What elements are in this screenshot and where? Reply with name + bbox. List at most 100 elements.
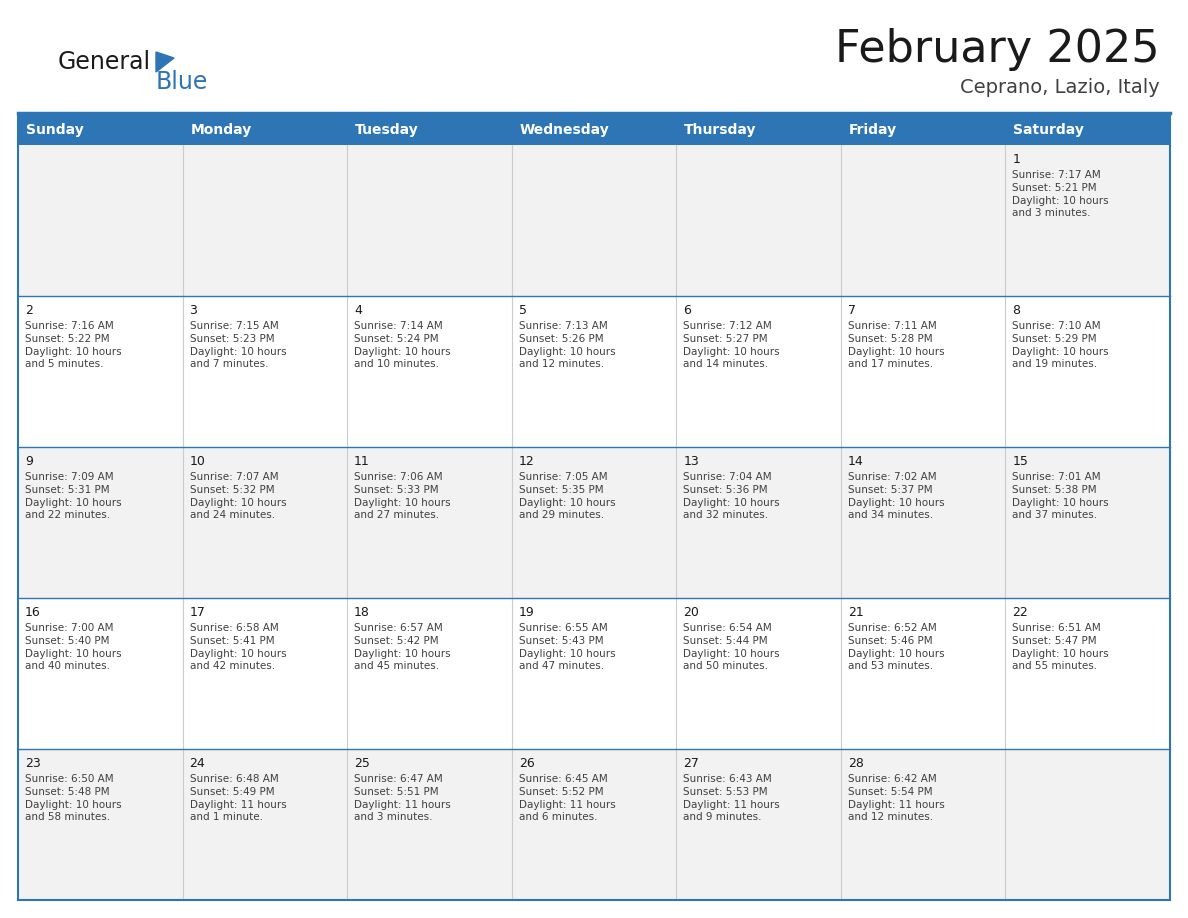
Text: Daylight: 10 hours
and 50 minutes.: Daylight: 10 hours and 50 minutes. <box>683 649 779 671</box>
Text: Sunset: 5:24 PM: Sunset: 5:24 PM <box>354 334 438 344</box>
Text: Sunrise: 7:10 AM: Sunrise: 7:10 AM <box>1012 321 1101 330</box>
Text: Sunrise: 6:52 AM: Sunrise: 6:52 AM <box>848 623 936 633</box>
Bar <box>676 598 841 749</box>
Text: Daylight: 10 hours
and 32 minutes.: Daylight: 10 hours and 32 minutes. <box>683 498 779 521</box>
Text: 7: 7 <box>848 304 855 317</box>
Bar <box>512 598 676 749</box>
Text: Daylight: 10 hours
and 19 minutes.: Daylight: 10 hours and 19 minutes. <box>1012 347 1110 369</box>
Text: Sunrise: 7:15 AM: Sunrise: 7:15 AM <box>190 321 278 330</box>
Text: Sunrise: 7:06 AM: Sunrise: 7:06 AM <box>354 472 443 482</box>
Bar <box>841 145 1005 296</box>
Bar <box>18 749 183 900</box>
Text: Sunrise: 7:04 AM: Sunrise: 7:04 AM <box>683 472 772 482</box>
Text: Sunset: 5:44 PM: Sunset: 5:44 PM <box>683 636 767 646</box>
Text: Sunrise: 6:51 AM: Sunrise: 6:51 AM <box>1012 623 1101 633</box>
Text: Sunrise: 6:48 AM: Sunrise: 6:48 AM <box>190 774 278 784</box>
Bar <box>18 598 183 749</box>
Text: Daylight: 10 hours
and 5 minutes.: Daylight: 10 hours and 5 minutes. <box>25 347 121 369</box>
Bar <box>347 145 512 296</box>
Text: Sunset: 5:32 PM: Sunset: 5:32 PM <box>190 485 274 495</box>
Text: Daylight: 10 hours
and 22 minutes.: Daylight: 10 hours and 22 minutes. <box>25 498 121 521</box>
Text: Sunrise: 6:57 AM: Sunrise: 6:57 AM <box>354 623 443 633</box>
Text: Sunset: 5:46 PM: Sunset: 5:46 PM <box>848 636 933 646</box>
Text: Monday: Monday <box>190 123 252 137</box>
Text: 24: 24 <box>190 757 206 770</box>
Text: Sunset: 5:29 PM: Sunset: 5:29 PM <box>1012 334 1097 344</box>
Bar <box>347 447 512 598</box>
Text: Sunset: 5:43 PM: Sunset: 5:43 PM <box>519 636 604 646</box>
Text: Tuesday: Tuesday <box>355 123 419 137</box>
Text: 18: 18 <box>354 606 369 619</box>
Text: Daylight: 10 hours
and 3 minutes.: Daylight: 10 hours and 3 minutes. <box>1012 196 1110 218</box>
Text: Sunrise: 6:43 AM: Sunrise: 6:43 AM <box>683 774 772 784</box>
Text: Daylight: 11 hours
and 3 minutes.: Daylight: 11 hours and 3 minutes. <box>354 800 451 823</box>
Text: Sunrise: 7:14 AM: Sunrise: 7:14 AM <box>354 321 443 330</box>
Text: 21: 21 <box>848 606 864 619</box>
Text: 22: 22 <box>1012 606 1028 619</box>
Text: Daylight: 10 hours
and 42 minutes.: Daylight: 10 hours and 42 minutes. <box>190 649 286 671</box>
Text: Sunset: 5:49 PM: Sunset: 5:49 PM <box>190 787 274 797</box>
Text: Daylight: 10 hours
and 12 minutes.: Daylight: 10 hours and 12 minutes. <box>519 347 615 369</box>
Text: Daylight: 10 hours
and 14 minutes.: Daylight: 10 hours and 14 minutes. <box>683 347 779 369</box>
Bar <box>183 749 347 900</box>
Text: 10: 10 <box>190 455 206 468</box>
Text: Sunset: 5:37 PM: Sunset: 5:37 PM <box>848 485 933 495</box>
Text: Sunrise: 7:12 AM: Sunrise: 7:12 AM <box>683 321 772 330</box>
Text: Sunrise: 6:55 AM: Sunrise: 6:55 AM <box>519 623 607 633</box>
Text: Daylight: 10 hours
and 58 minutes.: Daylight: 10 hours and 58 minutes. <box>25 800 121 823</box>
Text: Sunrise: 6:45 AM: Sunrise: 6:45 AM <box>519 774 607 784</box>
Bar <box>18 447 183 598</box>
Text: Sunset: 5:33 PM: Sunset: 5:33 PM <box>354 485 438 495</box>
Text: 6: 6 <box>683 304 691 317</box>
Text: Sunset: 5:41 PM: Sunset: 5:41 PM <box>190 636 274 646</box>
Text: Daylight: 10 hours
and 27 minutes.: Daylight: 10 hours and 27 minutes. <box>354 498 450 521</box>
Text: 3: 3 <box>190 304 197 317</box>
Bar <box>18 115 183 145</box>
Bar <box>183 115 347 145</box>
Bar <box>676 447 841 598</box>
Text: Daylight: 10 hours
and 55 minutes.: Daylight: 10 hours and 55 minutes. <box>1012 649 1110 671</box>
Bar <box>512 145 676 296</box>
Text: Sunrise: 7:01 AM: Sunrise: 7:01 AM <box>1012 472 1101 482</box>
Text: 26: 26 <box>519 757 535 770</box>
Text: 17: 17 <box>190 606 206 619</box>
Bar <box>183 598 347 749</box>
Bar <box>1005 115 1170 145</box>
Text: Sunset: 5:51 PM: Sunset: 5:51 PM <box>354 787 438 797</box>
Text: 11: 11 <box>354 455 369 468</box>
Text: Daylight: 10 hours
and 24 minutes.: Daylight: 10 hours and 24 minutes. <box>190 498 286 521</box>
Text: Sunrise: 7:09 AM: Sunrise: 7:09 AM <box>25 472 114 482</box>
Text: Daylight: 10 hours
and 37 minutes.: Daylight: 10 hours and 37 minutes. <box>1012 498 1110 521</box>
Bar <box>512 447 676 598</box>
Bar <box>1005 749 1170 900</box>
Bar <box>1005 145 1170 296</box>
Bar <box>1005 447 1170 598</box>
Text: Sunset: 5:40 PM: Sunset: 5:40 PM <box>25 636 109 646</box>
Text: 5: 5 <box>519 304 526 317</box>
Bar <box>841 598 1005 749</box>
Text: 12: 12 <box>519 455 535 468</box>
Text: Sunrise: 7:07 AM: Sunrise: 7:07 AM <box>190 472 278 482</box>
Bar <box>841 115 1005 145</box>
Bar <box>676 115 841 145</box>
Bar <box>347 296 512 447</box>
Text: General: General <box>58 50 151 74</box>
Text: 20: 20 <box>683 606 700 619</box>
Bar <box>183 296 347 447</box>
Text: Sunrise: 6:58 AM: Sunrise: 6:58 AM <box>190 623 278 633</box>
Text: Sunset: 5:54 PM: Sunset: 5:54 PM <box>848 787 933 797</box>
Text: 27: 27 <box>683 757 700 770</box>
Bar <box>183 447 347 598</box>
Text: Daylight: 10 hours
and 45 minutes.: Daylight: 10 hours and 45 minutes. <box>354 649 450 671</box>
Text: Sunrise: 7:02 AM: Sunrise: 7:02 AM <box>848 472 936 482</box>
Text: Sunrise: 7:00 AM: Sunrise: 7:00 AM <box>25 623 114 633</box>
Bar <box>512 749 676 900</box>
Bar <box>1005 296 1170 447</box>
Text: Daylight: 11 hours
and 1 minute.: Daylight: 11 hours and 1 minute. <box>190 800 286 823</box>
Text: 15: 15 <box>1012 455 1029 468</box>
Bar <box>512 115 676 145</box>
Text: 14: 14 <box>848 455 864 468</box>
Text: 9: 9 <box>25 455 33 468</box>
Bar <box>676 749 841 900</box>
Text: Sunset: 5:21 PM: Sunset: 5:21 PM <box>1012 183 1097 193</box>
